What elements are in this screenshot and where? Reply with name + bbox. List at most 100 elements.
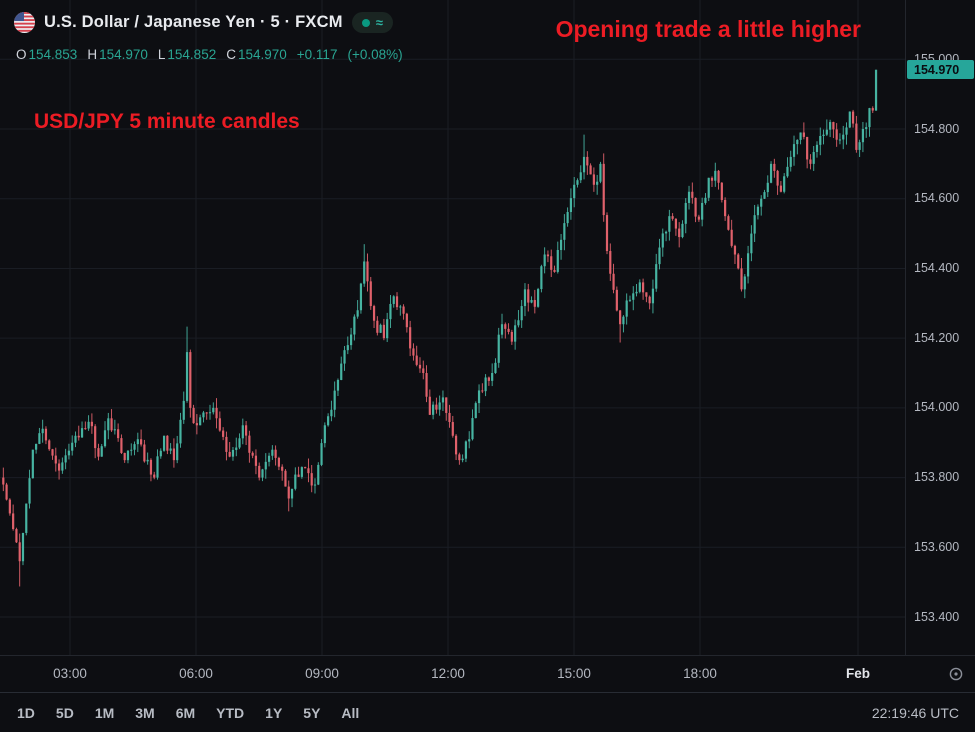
market-status-badge[interactable]: ≈ xyxy=(351,12,393,33)
candle xyxy=(215,398,218,429)
candle xyxy=(117,423,120,442)
price-axis[interactable]: 154.970 155.000 154.800 154.600 154.400 154.… xyxy=(905,0,975,655)
candle xyxy=(487,376,490,386)
candle xyxy=(202,410,205,423)
candle xyxy=(445,397,448,421)
candle xyxy=(274,445,277,466)
ohlc-open: O 154.853 xyxy=(16,47,78,62)
time-axis-label: 03:00 xyxy=(53,666,87,681)
candle xyxy=(241,418,244,445)
candle xyxy=(67,443,71,460)
candle xyxy=(517,310,520,328)
candle xyxy=(363,244,366,287)
candle xyxy=(550,249,553,278)
candle xyxy=(815,141,819,158)
price-axis-label: 154.600 xyxy=(914,191,960,206)
candle xyxy=(435,397,438,414)
candle xyxy=(317,462,320,486)
candle xyxy=(422,360,425,380)
candle xyxy=(399,304,402,316)
candle xyxy=(94,424,97,459)
axis-settings-icon[interactable] xyxy=(947,665,965,683)
chart-pane[interactable] xyxy=(0,0,905,655)
candle xyxy=(120,434,123,454)
candle xyxy=(868,107,871,137)
candle xyxy=(123,452,126,463)
candle xyxy=(31,449,34,479)
range-button-5D[interactable]: 5D xyxy=(55,704,74,721)
candle xyxy=(681,220,684,239)
candle xyxy=(136,432,139,453)
time-axis[interactable]: 03:00 06:00 09:00 12:00 15:00 18:00 Feb xyxy=(0,655,975,692)
candle xyxy=(392,295,395,308)
candle xyxy=(261,468,264,482)
candle xyxy=(133,441,136,456)
candle xyxy=(287,480,290,512)
candle xyxy=(825,119,828,137)
candle xyxy=(28,469,31,509)
candle xyxy=(592,167,595,192)
candle xyxy=(753,204,756,242)
candle xyxy=(454,434,458,461)
candle xyxy=(179,412,182,448)
range-button-1D[interactable]: 1D xyxy=(17,704,35,721)
candle xyxy=(346,336,349,355)
candle xyxy=(267,452,271,467)
ohlc-readout: O 154.853 H 154.970 L 154.852 C 154.970 … xyxy=(16,47,403,62)
candle xyxy=(756,204,760,220)
candle xyxy=(461,454,464,463)
range-button-1Y[interactable]: 1Y xyxy=(265,704,283,721)
clock-utc[interactable]: 22:19:46 UTC xyxy=(871,704,959,721)
range-button-1M[interactable]: 1M xyxy=(94,704,115,721)
candle xyxy=(254,449,258,475)
candle xyxy=(379,323,382,334)
candle xyxy=(51,448,54,460)
candle xyxy=(520,299,523,328)
range-button-YTD[interactable]: YTD xyxy=(216,704,245,721)
candle xyxy=(678,222,681,248)
range-button-6M[interactable]: 6M xyxy=(175,704,196,721)
candle xyxy=(582,134,586,180)
candle xyxy=(750,225,753,262)
candle xyxy=(632,286,635,311)
candle xyxy=(743,274,746,299)
candle xyxy=(553,265,556,273)
candle xyxy=(25,503,28,536)
candle xyxy=(103,421,107,448)
price-axis-label: 153.600 xyxy=(914,539,960,554)
candle xyxy=(448,404,451,428)
candle xyxy=(484,374,487,397)
range-button-3M[interactable]: 3M xyxy=(135,704,155,721)
candle xyxy=(861,121,865,153)
candle xyxy=(149,458,153,482)
candle xyxy=(343,346,346,371)
candle xyxy=(773,158,776,178)
candle xyxy=(100,443,103,457)
candle xyxy=(294,467,297,491)
candle xyxy=(609,243,612,281)
candle xyxy=(166,435,169,455)
symbol-title[interactable]: U.S. Dollar / Japanese Yen · 5 · FXCM xyxy=(44,13,343,31)
candle xyxy=(130,443,133,456)
candle xyxy=(645,292,648,303)
candle xyxy=(769,161,773,184)
candle xyxy=(694,197,697,223)
candle xyxy=(537,287,540,308)
candle xyxy=(648,295,651,310)
range-button-All[interactable]: All xyxy=(341,704,360,721)
candle xyxy=(671,213,674,221)
candle xyxy=(474,401,477,419)
candle xyxy=(783,173,786,194)
candle xyxy=(113,419,116,435)
candle xyxy=(576,178,579,188)
candle xyxy=(612,263,615,294)
candle xyxy=(865,122,868,138)
range-button-5Y[interactable]: 5Y xyxy=(303,704,321,721)
candle xyxy=(596,174,599,195)
candle xyxy=(87,415,90,431)
candle xyxy=(802,122,805,140)
candle xyxy=(874,69,878,111)
candle xyxy=(38,427,41,445)
candle xyxy=(327,413,330,427)
time-axis-label: 18:00 xyxy=(683,666,717,681)
